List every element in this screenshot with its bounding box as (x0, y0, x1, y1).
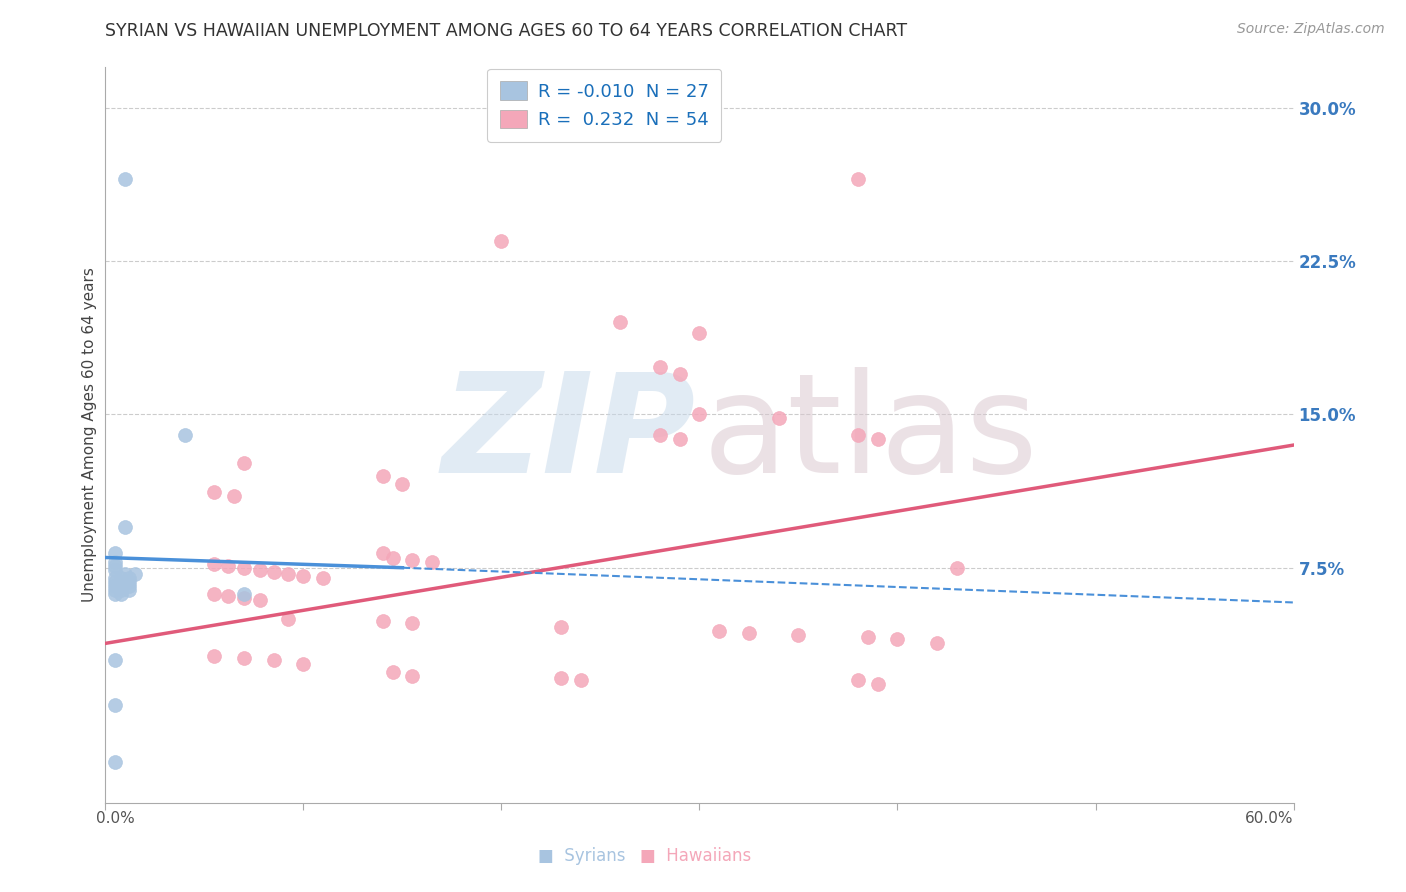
Point (689, 326, 711, 340)
Point (886, 632, 908, 647)
Point (104, 546, 127, 560)
Point (110, 575, 132, 590)
Point (233, 591, 256, 606)
Point (104, 653, 127, 667)
Point (866, 677, 889, 691)
Point (946, 560, 969, 574)
Y-axis label: Unemployment Among Ages 60 to 64 years: Unemployment Among Ages 60 to 64 years (82, 268, 97, 602)
Point (312, 571, 335, 585)
Text: ■  Syrians: ■ Syrians (538, 847, 626, 865)
Point (114, 520, 136, 534)
Point (550, 671, 572, 685)
Text: Source: ZipAtlas.com: Source: ZipAtlas.com (1237, 22, 1385, 37)
Point (114, 172, 136, 186)
Point (846, 673, 869, 688)
Point (569, 673, 592, 688)
Point (104, 571, 127, 585)
Point (277, 566, 299, 581)
Point (371, 546, 394, 560)
Point (668, 432, 690, 446)
Point (768, 411, 790, 425)
Point (709, 624, 731, 639)
Point (202, 587, 225, 601)
Point (263, 565, 285, 579)
Text: ■  Hawaiians: ■ Hawaiians (640, 847, 751, 865)
Point (401, 615, 423, 630)
Point (249, 563, 271, 577)
Point (224, 489, 246, 503)
Point (110, 587, 132, 601)
Text: atlas: atlas (703, 368, 1039, 502)
Point (401, 669, 423, 683)
Point (118, 575, 141, 590)
Point (292, 569, 315, 583)
Point (104, 579, 127, 593)
Point (118, 571, 141, 585)
Point (233, 560, 256, 574)
Point (738, 626, 761, 640)
Point (249, 593, 271, 607)
Point (118, 579, 141, 593)
Point (277, 612, 299, 626)
Point (104, 575, 127, 590)
Point (217, 558, 239, 573)
Point (110, 571, 132, 585)
Point (491, 234, 513, 248)
Point (233, 457, 256, 471)
Point (104, 698, 127, 712)
Point (104, 583, 127, 598)
Point (391, 477, 413, 491)
Point (104, 555, 127, 569)
Point (233, 650, 256, 665)
Point (846, 428, 869, 442)
Point (263, 653, 285, 667)
Point (381, 550, 404, 565)
Point (217, 590, 239, 604)
Point (124, 566, 146, 581)
Point (401, 552, 423, 566)
Point (202, 485, 225, 500)
Point (110, 583, 132, 598)
Text: 0.0%: 0.0% (96, 811, 135, 826)
Point (381, 665, 404, 679)
Point (104, 563, 127, 577)
Point (371, 468, 394, 483)
Text: SYRIAN VS HAWAIIAN UNEMPLOYMENT AMONG AGES 60 TO 64 YEARS CORRELATION CHART: SYRIAN VS HAWAIIAN UNEMPLOYMENT AMONG AG… (105, 22, 908, 40)
Point (202, 557, 225, 571)
Point (110, 579, 132, 593)
Point (233, 587, 256, 601)
Point (648, 428, 671, 442)
Point (104, 587, 127, 601)
Point (846, 172, 869, 186)
Point (292, 657, 315, 671)
Point (173, 428, 195, 442)
Point (866, 432, 889, 446)
Point (371, 614, 394, 628)
Point (787, 628, 810, 642)
Point (689, 408, 711, 422)
Point (118, 583, 141, 598)
Point (104, 755, 127, 769)
Point (668, 367, 690, 381)
Point (609, 315, 631, 329)
Legend: R = -0.010  N = 27, R =  0.232  N = 54: R = -0.010 N = 27, R = 0.232 N = 54 (488, 69, 721, 142)
Point (420, 555, 443, 569)
Point (104, 558, 127, 573)
Point (550, 620, 572, 634)
Point (202, 648, 225, 663)
Text: 60.0%: 60.0% (1246, 811, 1294, 826)
Text: ZIP: ZIP (441, 368, 696, 502)
Point (114, 566, 136, 581)
Point (856, 630, 879, 644)
Point (648, 360, 671, 375)
Point (925, 636, 948, 650)
